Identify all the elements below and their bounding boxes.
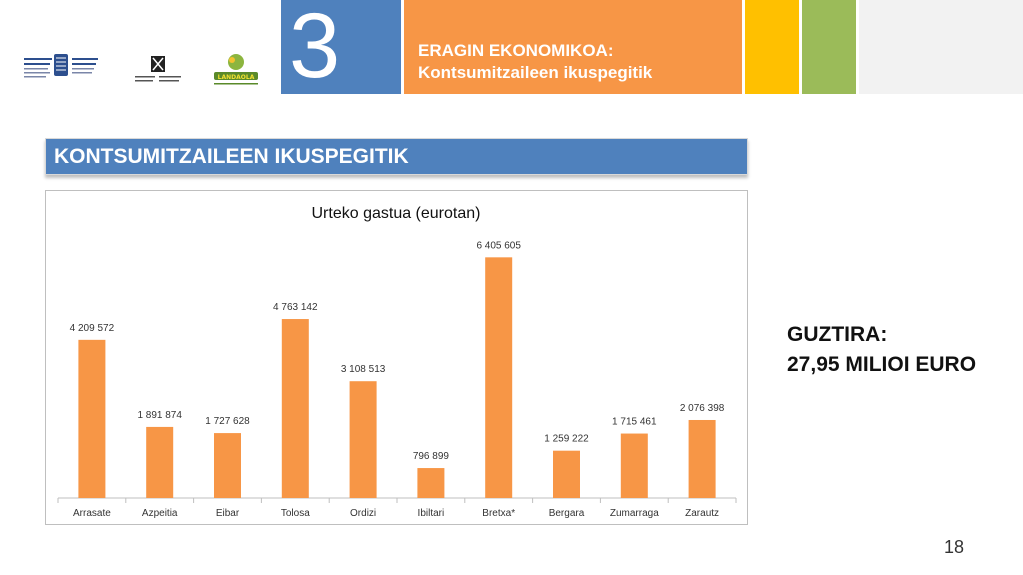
category-label: Arrasate [73, 508, 111, 519]
data-label: 2 076 398 [680, 403, 725, 414]
total-summary: GUZTIRA: 27,95 MILIOI EURO [787, 320, 976, 380]
svg-text:LANDAOLA: LANDAOLA [218, 74, 255, 81]
chart-container: Urteko gastua (eurotan) 4 209 572 Arrasat… [45, 190, 748, 525]
bar-bergara [553, 450, 580, 498]
data-label: 4 763 142 [273, 302, 318, 313]
ehu-logo [135, 56, 181, 82]
grey-accent-block [859, 0, 1023, 94]
bar-zumarraga [620, 433, 648, 498]
section-number: 3 [289, 0, 341, 94]
bar-zarautz [688, 419, 716, 498]
bar-tolosa [281, 319, 309, 498]
category-label: Zarautz [685, 508, 719, 519]
landaola-logo: LANDAOLA [214, 54, 258, 85]
total-value: 27,95 MILIOI EURO [787, 353, 977, 376]
header-logos: LANDAOLA [0, 0, 280, 95]
yellow-accent-block [745, 0, 799, 94]
bar-chart: Urteko gastua (eurotan) 4 209 572 Arrasat… [57, 205, 737, 519]
header-title-line2: Kontsumitzaileen ikuspegitik [418, 63, 653, 82]
bar-eibar [214, 433, 241, 498]
category-label: Ordizi [350, 508, 376, 519]
bar-bretxa [485, 257, 513, 498]
category-label: Tolosa [281, 508, 310, 519]
data-label: 1 727 628 [205, 416, 250, 427]
category-label: Bergara [549, 508, 585, 519]
bar-arrasate [78, 339, 106, 498]
data-label: 3 108 513 [341, 364, 386, 375]
category-label: Eibar [216, 508, 240, 519]
bar-azpeitia [146, 426, 174, 498]
category-label: Bretxa* [482, 508, 515, 519]
gipuzkoa-logo [24, 54, 98, 78]
section-title: KONTSUMITZAILEEN IKUSPEGITIK [54, 145, 409, 168]
category-label: Ibiltari [418, 508, 445, 519]
section-number-block: 3 [281, 0, 401, 94]
section-title-bar: KONTSUMITZAILEEN IKUSPEGITIK [45, 138, 748, 175]
header-title-block: ERAGIN EKONOMIKOA: Kontsumitzaileen ikus… [404, 0, 742, 94]
page-number: 18 [944, 537, 965, 557]
category-label: Azpeitia [142, 508, 178, 519]
bar-ibiltari [417, 468, 445, 498]
data-label: 6 405 605 [476, 240, 521, 251]
data-label: 796 899 [413, 451, 450, 462]
green-accent-block [802, 0, 856, 94]
chart-title: Urteko gastua (eurotan) [312, 205, 481, 222]
data-label: 1 715 461 [612, 417, 657, 428]
data-label: 1 259 222 [544, 434, 589, 445]
header-title-line1: ERAGIN EKONOMIKOA: [418, 41, 614, 60]
category-label: Zumarraga [610, 508, 659, 519]
data-label: 4 209 572 [70, 323, 115, 334]
bar-ordizi [349, 381, 377, 498]
total-label: GUZTIRA: [787, 323, 888, 346]
data-label: 1 891 874 [137, 410, 182, 421]
